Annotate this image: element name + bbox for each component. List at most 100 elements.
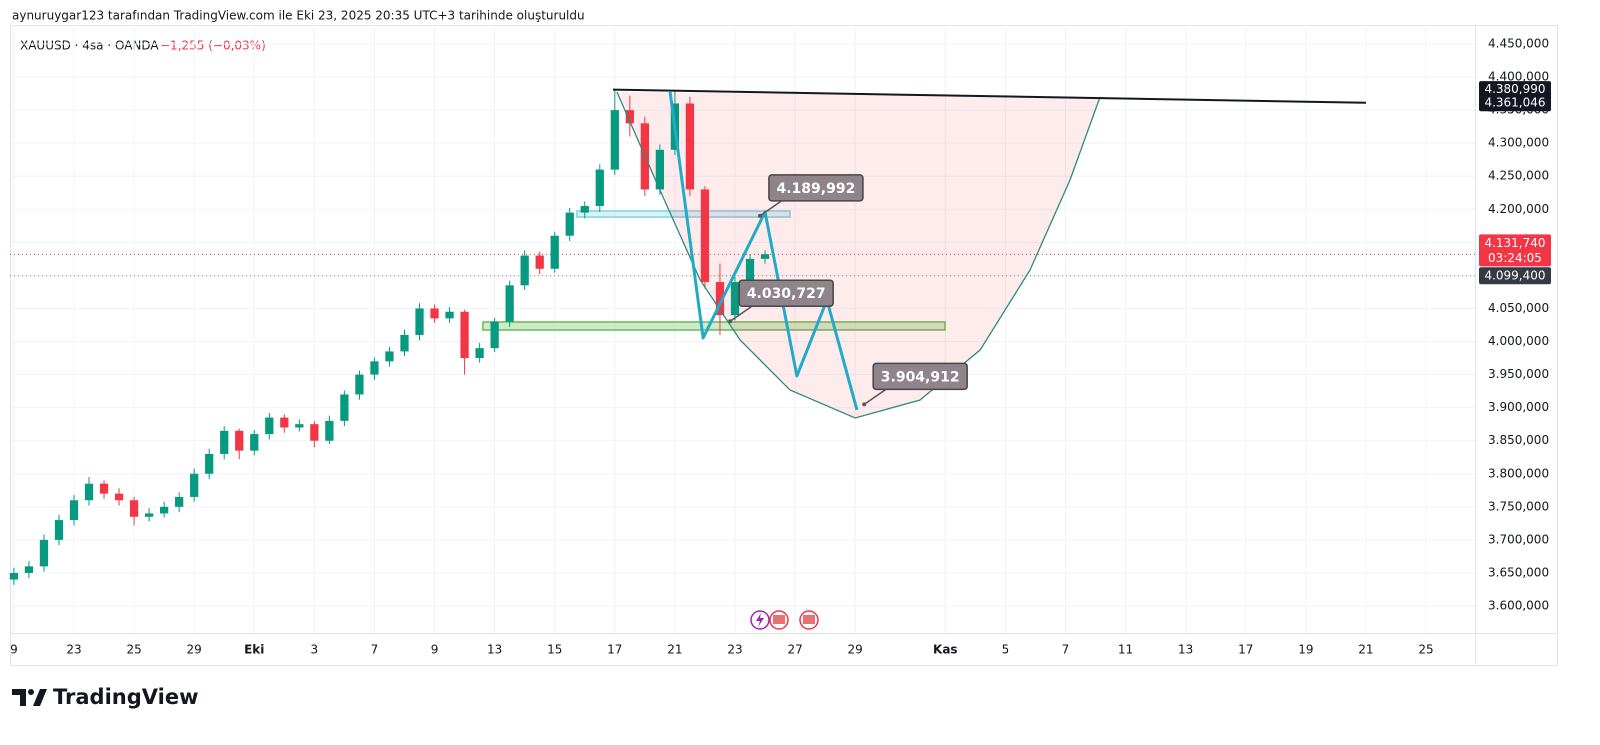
x-tick-label: 23 [727,643,742,657]
candle-body [190,473,199,497]
attribution: aynuruygar123 tarafından TradingView.com… [12,9,585,23]
x-tick-label: 9 [431,643,439,657]
candle-body [745,258,755,283]
candle-body [235,430,244,451]
candle-body [84,483,94,501]
event-icon-glyph [756,613,764,627]
candle-body [129,500,139,517]
zone [576,210,791,218]
y-tick-label: 3.650,000 [1488,565,1549,579]
callout-label: 3.904,912 [881,369,960,385]
y-tick-label: 3.700,000 [1488,532,1549,546]
candle-body [295,424,304,428]
candle-body [685,103,695,190]
candle-body [310,424,319,441]
countdown: 03:24:05 [1488,251,1542,265]
candle-body [54,520,64,540]
candle-body [9,572,19,580]
candle-body [715,282,725,316]
candle-body [160,506,169,514]
trendline [612,88,1366,104]
candle-body [730,282,740,316]
x-tick-label: 7 [1062,643,1070,657]
candle-body [325,420,334,441]
price-tag-label: 4.131,740 [1484,236,1545,250]
callout-anchor [728,319,733,324]
y-tick-label: 3.750,000 [1488,499,1549,513]
candle-body [144,513,154,517]
event-icons [750,610,819,630]
candle-body [430,308,439,319]
candle-body [460,311,469,359]
event-icon-glyph [773,615,785,624]
candle-body [595,169,604,206]
y-tick-label: 4.050,000 [1488,301,1549,315]
callout-box [872,362,968,391]
price-tag-label: 4.361,046 [1484,95,1545,109]
candle-body [220,430,229,454]
candle-body [205,453,214,474]
x-tick-label: 7 [371,643,379,657]
cup-curve [616,91,1101,419]
candle-body [24,566,34,573]
zone [482,321,946,331]
x-tick-label: 25 [1418,643,1433,657]
x-tick-label: 17 [607,643,622,657]
x-tick-label: 15 [547,643,562,657]
price-tag [1479,267,1551,285]
x-tick-label: Eki [244,643,264,657]
y-tick-label: 3.600,000 [1488,599,1549,613]
candle-body [475,348,484,359]
candle-body [490,321,499,349]
x-tick-label: 13 [1178,643,1193,657]
price-tag-label: 4.380,990 [1484,82,1545,96]
y-tick-label: 3.900,000 [1488,400,1549,414]
y-tick-label: 4.200,000 [1488,202,1549,216]
candle-body [700,189,710,283]
candle-body [565,212,574,236]
brand-logo: TradingView [12,685,198,709]
change: −1,255 (−0,03%) [160,39,266,53]
x-tick-label: 17 [1238,643,1253,657]
plot: 4.189,992 4.030,727 3.904,912 [9,25,1475,633]
callout-box [768,174,864,202]
y-tick-label: 4.450,000 [1488,36,1549,50]
brand: TradingView [53,685,198,709]
candle-body [445,311,454,319]
x-tick-label: 23 [66,643,81,657]
price-tag [1479,234,1551,267]
candle-body [99,483,109,494]
x-tick-label: 21 [667,643,682,657]
candle-body [580,205,589,213]
y-tick-label: 4.000,000 [1488,334,1549,348]
candle-body [39,539,49,567]
candle-body [250,434,259,451]
candle-body [415,308,424,335]
candle-body [625,110,634,124]
candle-body [69,500,79,521]
x-tick-label: 13 [487,643,502,657]
y-tick-label: 4.300,000 [1488,136,1549,150]
x-tick-label: 25 [126,643,141,657]
candle-body [655,149,665,190]
candle-body [385,351,394,362]
logo-mark [28,689,34,695]
candle-body [520,255,529,286]
x-tick-label: 29 [848,643,863,657]
x-tick-label: Kas [933,643,958,657]
candle-body [114,493,124,501]
candle-body [760,254,770,259]
candle-body [535,255,544,269]
candle-body [610,110,619,170]
y-tick-label: 3.950,000 [1488,367,1549,381]
candle-body [355,374,364,395]
callout-label: 4.030,727 [747,286,826,302]
x-tick-label: 19 [1298,643,1313,657]
x-tick-label: 27 [787,643,802,657]
candle-body [370,361,379,375]
symbol: XAUUSD · 4sa · OANDA [20,39,159,53]
callout-box [738,279,834,307]
price-tag-label: 4.099,400 [1484,268,1545,282]
callout-label: 4.189,992 [777,181,856,197]
